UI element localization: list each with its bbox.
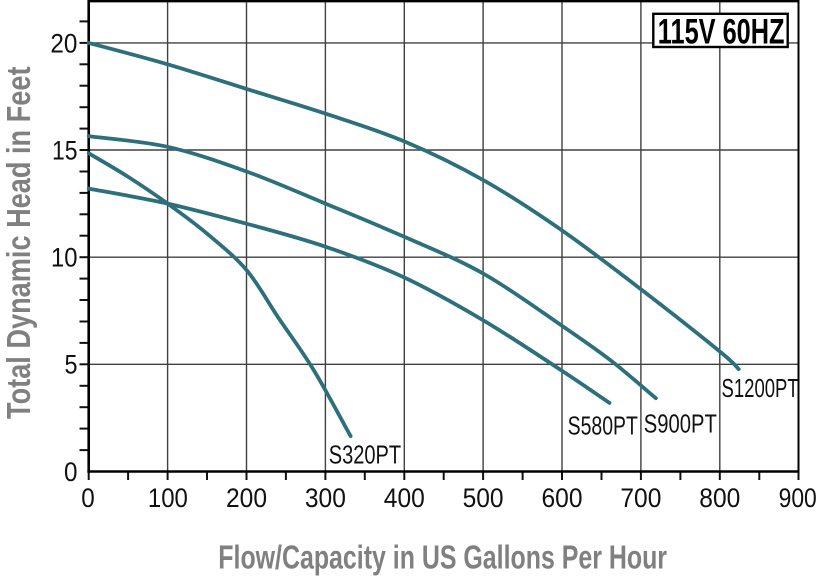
svg-text:300: 300 (305, 483, 346, 513)
svg-text:15: 15 (52, 135, 78, 165)
svg-text:400: 400 (384, 483, 425, 513)
svg-text:Total Dynamic Head in Feet: Total Dynamic Head in Feet (1, 67, 38, 420)
svg-text:200: 200 (226, 483, 267, 513)
svg-text:0: 0 (81, 483, 95, 513)
svg-text:115V 60HZ: 115V 60HZ (658, 12, 785, 51)
svg-text:20: 20 (50, 28, 77, 58)
svg-text:100: 100 (148, 483, 188, 513)
svg-text:S900PT: S900PT (644, 408, 717, 438)
svg-text:S1200PT: S1200PT (722, 373, 799, 403)
svg-text:10: 10 (51, 243, 78, 273)
svg-text:Flow/Capacity in US Gallons Pe: Flow/Capacity in US Gallons Per Hour (218, 540, 667, 577)
svg-text:900: 900 (779, 483, 817, 513)
svg-text:5: 5 (65, 350, 78, 380)
svg-text:0: 0 (64, 457, 78, 487)
svg-text:800: 800 (699, 483, 740, 513)
svg-text:S580PT: S580PT (568, 411, 638, 441)
svg-text:700: 700 (620, 483, 661, 513)
svg-text:500: 500 (463, 483, 504, 513)
svg-text:S320PT: S320PT (329, 439, 402, 469)
svg-text:600: 600 (542, 483, 583, 513)
